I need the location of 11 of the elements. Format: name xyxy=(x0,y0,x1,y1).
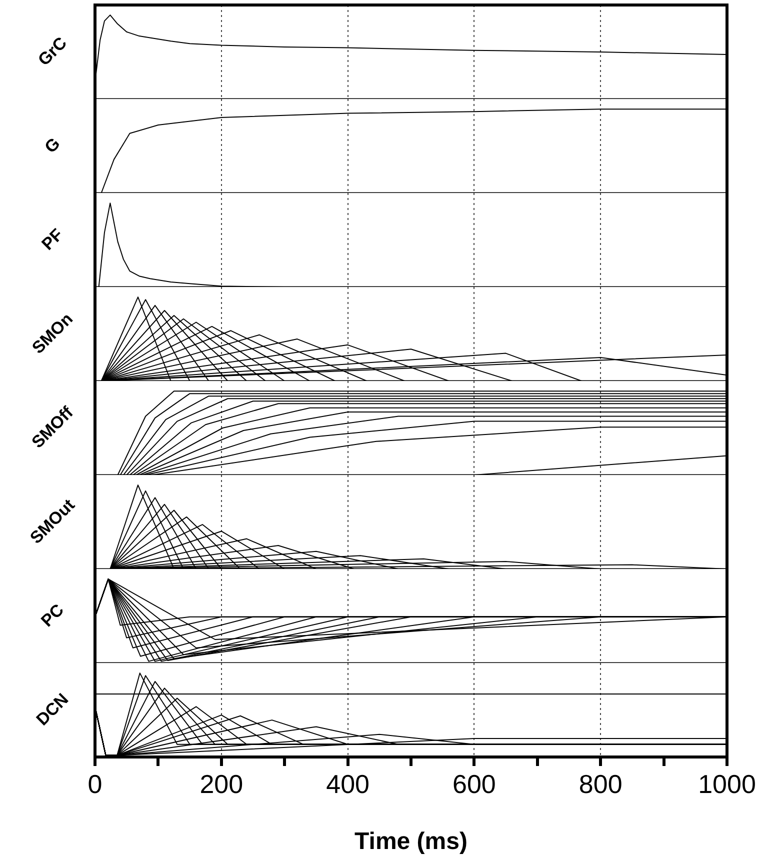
x-tick-label: 800 xyxy=(578,768,622,799)
y-axis-title: GrC xyxy=(34,33,70,70)
x-tick-label: 0 xyxy=(88,768,102,799)
y-axis-title: PC xyxy=(37,600,68,630)
x-tick-label: 200 xyxy=(200,768,244,799)
y-axis-title: PF xyxy=(38,225,67,254)
x-tick-label: 600 xyxy=(452,768,496,799)
x-axis-title: Time (ms) xyxy=(354,828,468,856)
x-tick-label: 400 xyxy=(326,768,370,799)
y-axis-title: G xyxy=(41,134,64,157)
x-tick-label: 1000 xyxy=(698,768,756,799)
